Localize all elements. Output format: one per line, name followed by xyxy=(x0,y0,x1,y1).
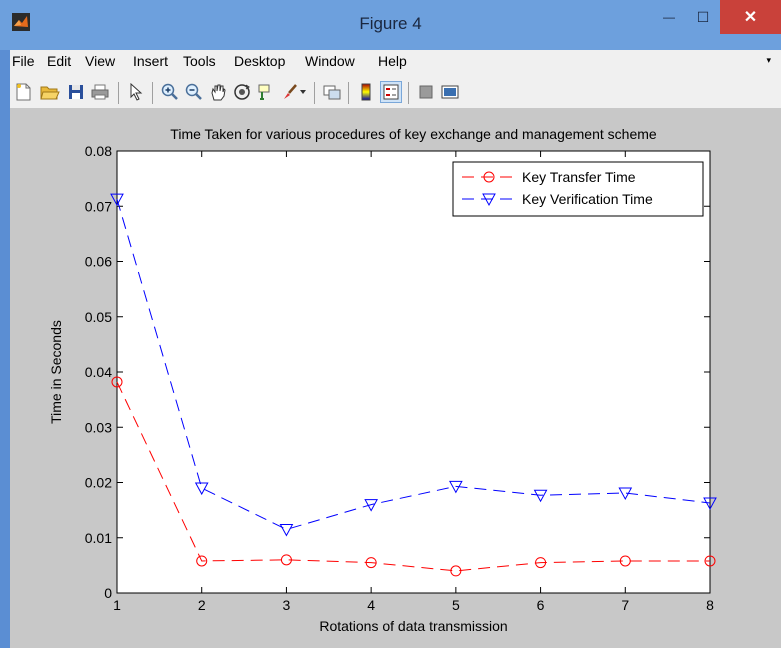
pointer-icon[interactable] xyxy=(126,82,146,102)
hide-plot-tools-icon[interactable] xyxy=(416,82,436,102)
figure-toolbar xyxy=(10,74,781,109)
toolbar-separator xyxy=(348,82,349,104)
y-tick-label: 0.05 xyxy=(85,309,112,325)
y-tick-label: 0.04 xyxy=(85,364,112,380)
brush-dropdown-icon[interactable] xyxy=(298,82,308,102)
data-point-key-transfer-time xyxy=(280,554,292,566)
series-line-key-verification-time xyxy=(116,198,711,530)
toolbar-separator xyxy=(408,82,409,104)
x-tick-label: 1 xyxy=(113,597,121,613)
close-button[interactable]: ✕ xyxy=(720,0,781,34)
legend-icon[interactable] xyxy=(380,81,402,103)
data-point-key-verification-time xyxy=(279,523,294,537)
plot-svg[interactable]: Time Taken for various procedures of key… xyxy=(10,109,781,648)
data-point-key-transfer-time xyxy=(450,565,462,577)
menu-file[interactable]: File xyxy=(12,53,35,69)
data-point-key-transfer-time xyxy=(111,376,123,388)
matlab-logo-icon xyxy=(12,13,30,31)
y-tick-label: 0.02 xyxy=(85,475,112,491)
series-layer xyxy=(110,193,717,577)
toolbar-separator xyxy=(314,82,315,104)
x-tick-label: 3 xyxy=(283,597,291,613)
title-bar[interactable]: Figure 4 — ☐ ✕ xyxy=(0,0,781,50)
y-axis-label: Time in Seconds xyxy=(48,320,64,424)
axes-layer: 1 2 3 4 5 6 7 8 0 0.01 0.02 0.03 0.04 0.05 0.06 0.07 0.0… xyxy=(85,143,714,613)
menu-window[interactable]: Window xyxy=(305,53,355,69)
x-tick-label: 4 xyxy=(367,597,375,613)
data-point-key-verification-time xyxy=(703,497,717,510)
menu-desktop[interactable]: Desktop xyxy=(234,53,286,69)
brush-icon[interactable] xyxy=(280,82,300,102)
legend-marker-key-transfer-time xyxy=(483,171,495,183)
y-tick-label: 0.03 xyxy=(85,419,112,435)
window-title: Figure 4 xyxy=(359,14,422,33)
x-tick-label: 6 xyxy=(537,597,545,613)
link-plot-icon[interactable] xyxy=(322,82,342,102)
menu-tools[interactable]: Tools xyxy=(183,53,216,69)
data-point-key-verification-time xyxy=(364,499,378,512)
new-figure-icon[interactable] xyxy=(14,82,34,102)
legend[interactable]: Key Transfer Time Key Verification Time xyxy=(452,161,704,217)
y-tick-label: 0.08 xyxy=(85,143,112,159)
menu-help[interactable]: Help xyxy=(378,53,407,69)
legend-box xyxy=(452,161,704,217)
menu-bar: File Edit View Insert Tools Desktop Wind… xyxy=(10,50,781,74)
legend-label-key-transfer-time: Key Transfer Time xyxy=(522,169,636,185)
zoom-out-icon[interactable] xyxy=(184,82,204,102)
minimize-icon: — xyxy=(663,10,675,24)
print-icon[interactable] xyxy=(90,82,110,102)
menu-view[interactable]: View xyxy=(85,53,116,69)
data-point-key-transfer-time xyxy=(535,557,547,569)
data-point-key-verification-time xyxy=(618,487,633,501)
menu-edit[interactable]: Edit xyxy=(47,53,72,69)
series-line-key-transfer-time xyxy=(116,381,710,572)
toolbar-separator xyxy=(152,82,153,104)
menu-insert[interactable]: Insert xyxy=(133,53,169,69)
data-point-key-verification-time xyxy=(110,193,124,207)
colorbar-icon[interactable] xyxy=(356,82,376,102)
x-tick-label: 5 xyxy=(452,597,460,613)
data-point-key-transfer-time xyxy=(619,555,631,567)
y-tick-label: 0 xyxy=(104,585,112,601)
x-tick-label: 8 xyxy=(706,597,714,613)
axes-background xyxy=(117,151,710,593)
legend-label-key-verification-time: Key Verification Time xyxy=(522,191,653,207)
y-tick-label: 0.01 xyxy=(85,530,112,546)
data-point-key-transfer-time xyxy=(365,557,377,569)
y-tick-label: 0.06 xyxy=(85,254,112,270)
x-tick-label: 2 xyxy=(198,597,206,613)
show-plot-tools-icon[interactable] xyxy=(440,82,460,102)
rotate-3d-icon[interactable] xyxy=(232,82,252,102)
maximize-icon: ☐ xyxy=(696,8,710,25)
chart-title: Time Taken for various procedures of key… xyxy=(170,126,657,142)
data-point-key-verification-time xyxy=(194,482,209,496)
save-icon[interactable] xyxy=(66,82,86,102)
minimize-button[interactable]: — xyxy=(652,0,686,34)
y-tick-label: 0.07 xyxy=(85,198,112,214)
maximize-button[interactable]: ☐ xyxy=(686,0,720,34)
figure-canvas: Time Taken for various procedures of key… xyxy=(10,109,781,648)
zoom-in-icon[interactable] xyxy=(160,82,180,102)
legend-marker-key-verification-time xyxy=(482,193,496,207)
x-tick-label: 7 xyxy=(621,597,629,613)
toolbar-separator xyxy=(118,82,119,104)
open-file-icon[interactable] xyxy=(40,82,60,102)
close-icon: ✕ xyxy=(743,9,758,26)
data-point-key-transfer-time xyxy=(704,555,716,567)
menu-overflow-icon[interactable]: ▾ xyxy=(766,55,771,65)
data-point-key-verification-time xyxy=(533,489,548,503)
data-cursor-icon[interactable] xyxy=(256,82,276,102)
pan-icon[interactable] xyxy=(208,82,228,102)
data-point-key-verification-time xyxy=(449,480,463,494)
x-axis-label: Rotations of data transmission xyxy=(319,618,507,634)
data-point-key-transfer-time xyxy=(196,555,208,567)
